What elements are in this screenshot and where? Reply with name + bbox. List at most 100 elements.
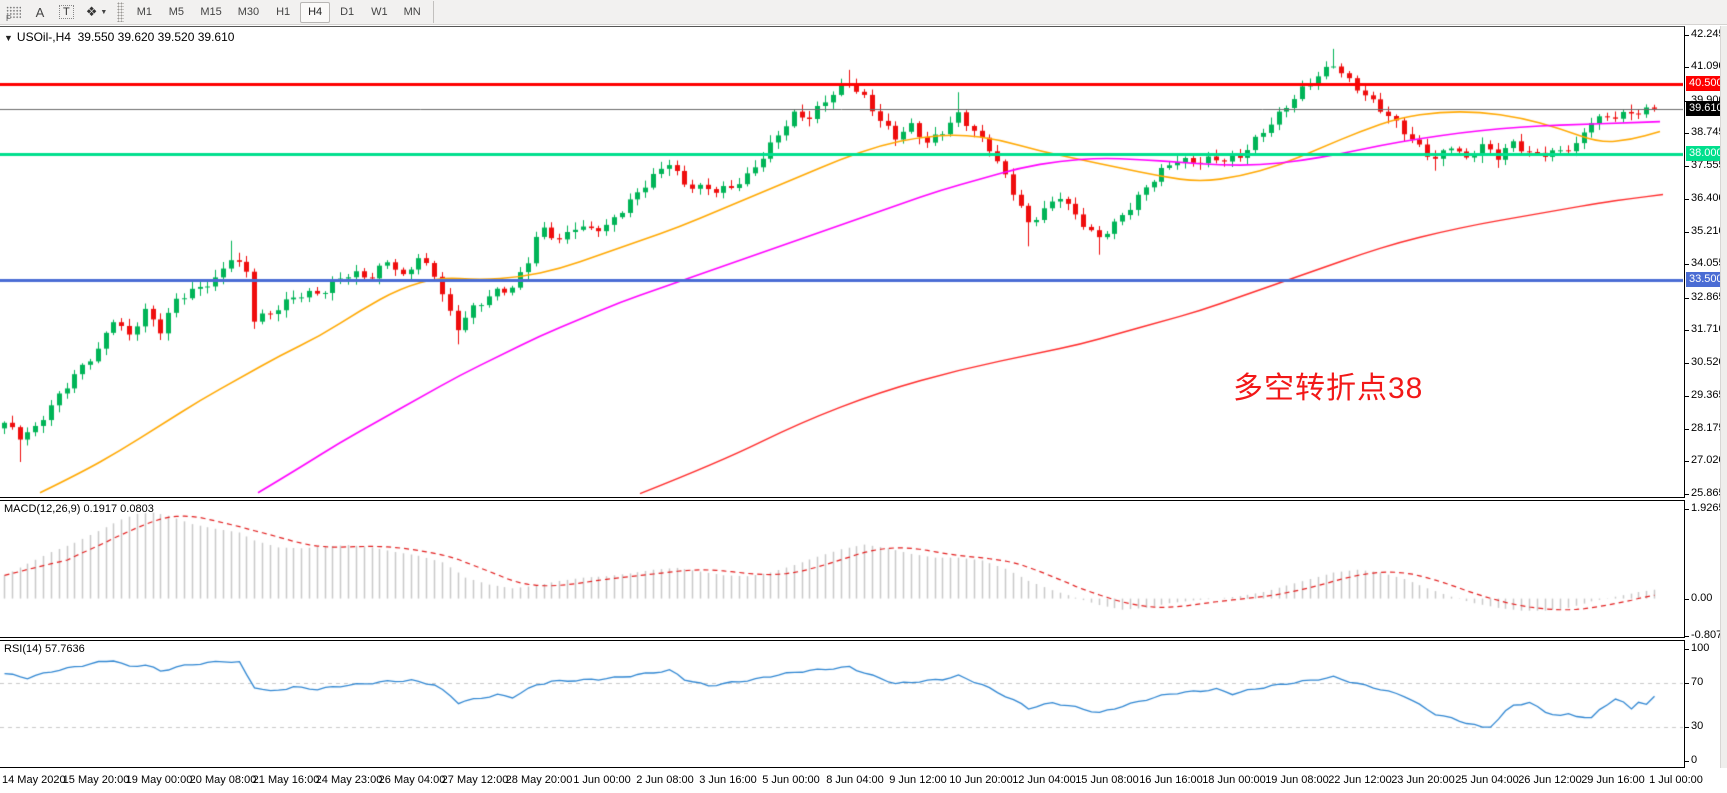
price-tick-label: 28.175: [1691, 422, 1725, 434]
date-label: 14 May 2020: [2, 774, 66, 786]
date-axis[interactable]: 14 May 2020 15 May 20:00 19 May 00:00 20 Ma…: [0, 768, 1727, 793]
price-tick-label: 38.745: [1691, 126, 1725, 138]
axis-tick: [1685, 396, 1689, 397]
axis-tick: [1685, 232, 1689, 233]
axis-tick: [1685, 298, 1689, 299]
rsi-tick-label: 70: [1691, 676, 1704, 688]
axis-tick: [1685, 509, 1689, 510]
price-chart-canvas[interactable]: [0, 27, 1683, 497]
date-label: 15 May 20:00: [62, 774, 130, 786]
timeframe-button-m1[interactable]: M1: [136, 6, 152, 18]
rsi-panel: RSI(14) 57.7636: [0, 640, 1685, 768]
rsi-tick-label: 30: [1691, 720, 1704, 732]
timeframe-button-d1[interactable]: D1: [340, 6, 355, 18]
macd-canvas[interactable]: [0, 501, 1683, 637]
timeframe-button-h4[interactable]: H4: [300, 1, 331, 23]
date-label: 19 May 00:00: [125, 774, 193, 786]
date-label: 2 Jun 08:00: [636, 774, 694, 786]
axis-tick: [1685, 67, 1689, 68]
collapse-arrow-icon[interactable]: ▼: [4, 33, 13, 43]
date-label: 21 May 16:00: [252, 774, 320, 786]
chevron-down-icon: ▼: [100, 8, 108, 16]
date-label: 29 Jun 16:00: [1581, 774, 1645, 786]
timeframe-button-w1[interactable]: W1: [371, 6, 388, 18]
price-tick-label: 36.400: [1691, 192, 1725, 204]
date-label: 10 Jun 20:00: [949, 774, 1013, 786]
toolbar-grip-handle[interactable]: [117, 2, 125, 22]
label-icon: T: [59, 5, 74, 19]
annotation-text: 多空转折点38: [1233, 372, 1424, 405]
symbol-period-label: USOil-,H4: [16, 30, 71, 44]
date-label: 16 Jun 16:00: [1139, 774, 1203, 786]
date-label: 26 Jun 12:00: [1518, 774, 1582, 786]
axis-tick: [1685, 761, 1689, 762]
rsi-tick-label: 100: [1691, 642, 1710, 654]
fibonacci-tool-button[interactable]: F: [1, 2, 26, 23]
price-tick-label: 27.020: [1691, 454, 1725, 466]
axis-tick: [1685, 166, 1689, 167]
macd-tick-label: 0.00: [1691, 592, 1713, 604]
date-label: 19 Jun 08:00: [1265, 774, 1329, 786]
rsi-tick-label: 0: [1691, 754, 1698, 766]
macd-panel: MACD(12,26,9) 0.1917 0.0803: [0, 500, 1685, 638]
axis-tick: [1685, 683, 1689, 684]
axis-tick: [1685, 649, 1689, 650]
date-label: 8 Jun 04:00: [826, 774, 884, 786]
axis-tick: [1685, 599, 1689, 600]
axis-tick: [1685, 264, 1689, 265]
date-label: 12 Jun 04:00: [1012, 774, 1076, 786]
price-axis[interactable]: 42.245 41.090 39.900 38.745 37.555 36.400 35.2…: [1685, 26, 1727, 768]
fibonacci-icon: F: [6, 5, 21, 23]
timeframe-button-m30[interactable]: M30: [237, 6, 260, 18]
current-price-label: 39.610: [1686, 101, 1726, 116]
scrollbar-track[interactable]: [1720, 26, 1727, 793]
arrows-tool-button[interactable]: ❖ ▼: [81, 2, 113, 23]
price-tick-label: 41.090: [1691, 60, 1725, 72]
date-label: 26 May 04:00: [378, 774, 446, 786]
text-tool-button[interactable]: A: [28, 2, 52, 23]
arrows-icon: ❖: [85, 4, 98, 19]
timeframe-button-mn[interactable]: MN: [403, 6, 421, 18]
macd-tick-label: -0.8071: [1691, 629, 1727, 641]
date-label: 22 Jun 12:00: [1328, 774, 1392, 786]
axis-tick: [1685, 461, 1689, 462]
date-label: 3 Jun 16:00: [699, 774, 757, 786]
rsi-label: RSI(14) 57.7636: [4, 643, 85, 655]
rsi-canvas[interactable]: [0, 641, 1683, 767]
date-label: 23 Jun 20:00: [1391, 774, 1455, 786]
date-label: 5 Jun 00:00: [762, 774, 820, 786]
timeframe-button-h1[interactable]: H1: [276, 6, 291, 18]
toolbar-separator: [432, 1, 434, 23]
price-tick-label: 35.210: [1691, 225, 1725, 237]
date-label: 1 Jun 00:00: [573, 774, 631, 786]
price-chart-panel: ▼ USOil-,H4 39.550 39.620 39.520 39.610 多…: [0, 26, 1685, 498]
label-tool-button[interactable]: T: [54, 2, 79, 23]
axis-tick: [1685, 636, 1689, 637]
price-tick-label: 37.555: [1691, 159, 1725, 171]
price-tick-label: 30.520: [1691, 356, 1725, 368]
macd-label: MACD(12,26,9) 0.1917 0.0803: [4, 503, 154, 515]
axis-tick: [1685, 133, 1689, 134]
axis-tick: [1685, 330, 1689, 331]
lower-support-line-price-label: 33.500: [1686, 272, 1726, 287]
price-tick-label: 31.710: [1691, 323, 1725, 335]
macd-tick-label: 1.9265: [1691, 502, 1725, 514]
chart-title: ▼ USOil-,H4 39.550 39.620 39.520 39.610: [4, 30, 234, 44]
text-icon: A: [35, 4, 45, 20]
axis-tick: [1685, 494, 1689, 495]
price-tick-label: 34.055: [1691, 257, 1725, 269]
date-label: 18 Jun 00:00: [1202, 774, 1266, 786]
date-label: 27 May 12:00: [441, 774, 509, 786]
date-label: 9 Jun 12:00: [889, 774, 947, 786]
date-label: 15 Jun 08:00: [1075, 774, 1139, 786]
price-tick-label: 29.365: [1691, 389, 1725, 401]
date-label: 28 May 20:00: [505, 774, 573, 786]
axis-tick: [1685, 35, 1689, 36]
timeframe-button-m15[interactable]: M15: [200, 6, 222, 18]
support-line-price-label: 38.000: [1686, 146, 1726, 161]
toolbar: F A T ❖ ▼ M1 M5 M15 M30 H1 H4 D1 W1 MN: [0, 0, 1727, 25]
price-tick-label: 42.245: [1691, 28, 1725, 40]
timeframe-button-m5[interactable]: M5: [168, 6, 184, 18]
price-tick-label: 25.865: [1691, 487, 1725, 499]
